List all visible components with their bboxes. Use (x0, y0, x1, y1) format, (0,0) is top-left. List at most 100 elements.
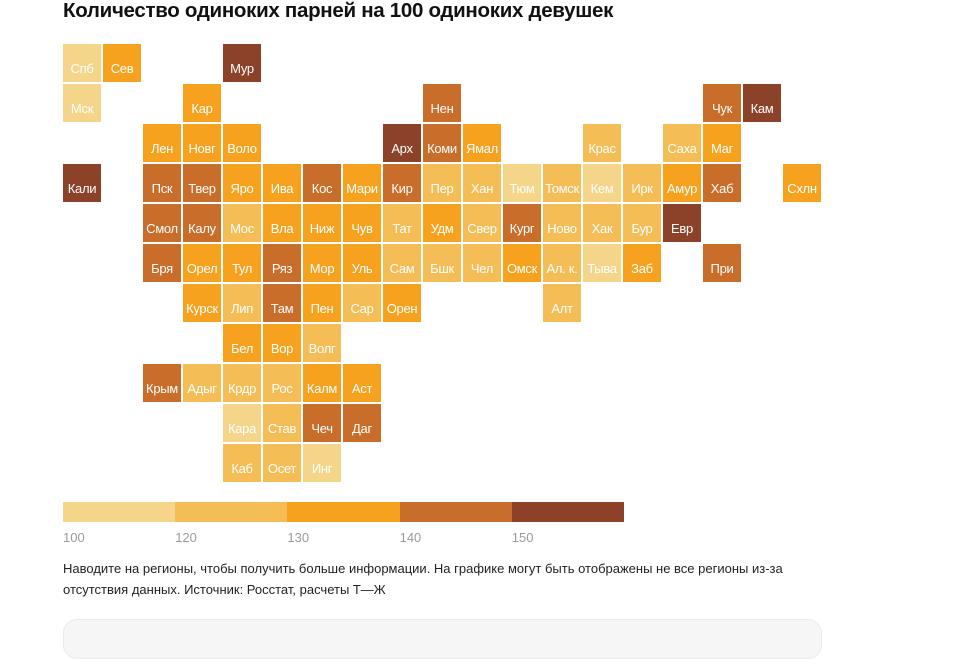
region-tile[interactable]: Чук (703, 84, 741, 122)
region-tile[interactable]: Кос (303, 164, 341, 202)
region-tile[interactable]: Орен (383, 284, 421, 322)
region-tile[interactable]: Волг (303, 324, 341, 362)
region-tile[interactable]: Хан (463, 164, 501, 202)
region-tile[interactable]: Кара (223, 404, 261, 442)
region-tile[interactable]: Чеч (303, 404, 341, 442)
region-tile[interactable]: Ниж (303, 204, 341, 242)
region-tile[interactable]: Сев (103, 44, 141, 82)
region-tile[interactable]: Саха (663, 124, 701, 162)
region-tile[interactable]: Бря (143, 244, 181, 282)
region-tile[interactable]: Заб (623, 244, 661, 282)
legend-segment (399, 502, 512, 522)
region-tile[interactable]: Сам (383, 244, 421, 282)
region-tile[interactable]: Нен (423, 84, 461, 122)
region-tile[interactable]: Крас (583, 124, 621, 162)
region-tile[interactable]: Крдр (223, 364, 261, 402)
region-tile[interactable]: Воло (223, 124, 261, 162)
region-tile[interactable]: Чел (463, 244, 501, 282)
region-tile[interactable]: Ямал (463, 124, 501, 162)
region-tile[interactable]: Калу (183, 204, 221, 242)
region-tile[interactable]: Там (263, 284, 301, 322)
legend-tick-label: 150 (511, 530, 534, 545)
legend-tick-label: 100 (63, 530, 85, 545)
region-tile[interactable]: Ново (543, 204, 581, 242)
region-tile[interactable]: Коми (423, 124, 461, 162)
region-tile[interactable]: Тюм (503, 164, 541, 202)
region-tile[interactable]: Амур (663, 164, 701, 202)
region-tile[interactable]: Бур (623, 204, 661, 242)
region-tile[interactable]: Вла (263, 204, 301, 242)
region-tile[interactable]: Кар (183, 84, 221, 122)
region-tile[interactable]: Орел (183, 244, 221, 282)
region-tile[interactable]: Арх (383, 124, 421, 162)
legend-tick-label: 140 (399, 530, 422, 545)
region-tile[interactable]: Вор (263, 324, 301, 362)
region-tile[interactable]: Мор (303, 244, 341, 282)
bottom-panel (63, 619, 822, 659)
region-tile[interactable]: Пен (303, 284, 341, 322)
region-tile[interactable]: Хаб (703, 164, 741, 202)
region-tile[interactable]: Лип (223, 284, 261, 322)
region-tile[interactable]: Адыг (183, 364, 221, 402)
chart-title: Количество одиноких парней на 100 одинок… (63, 0, 614, 22)
legend-segment (63, 502, 176, 522)
region-tile[interactable]: Тул (223, 244, 261, 282)
region-tile[interactable]: Даг (343, 404, 381, 442)
region-tile[interactable]: Новг (183, 124, 221, 162)
region-tile[interactable]: Кург (503, 204, 541, 242)
region-tile[interactable]: Мос (223, 204, 261, 242)
region-tile[interactable]: Пск (143, 164, 181, 202)
region-tile[interactable]: Мари (343, 164, 381, 202)
region-tile[interactable]: Крым (143, 364, 181, 402)
region-tile[interactable]: Мур (223, 44, 261, 82)
region-tile[interactable]: Свер (463, 204, 501, 242)
region-tile[interactable]: Мск (63, 84, 101, 122)
region-tile[interactable]: Пер (423, 164, 461, 202)
region-tile[interactable]: Бел (223, 324, 261, 362)
region-tile[interactable]: Ряз (263, 244, 301, 282)
color-legend (63, 502, 625, 522)
region-tile[interactable]: При (703, 244, 741, 282)
legend-segment (511, 502, 625, 522)
region-tile[interactable]: Курск (183, 284, 221, 322)
region-tile[interactable]: Инг (303, 444, 341, 482)
legend-tick-label: 120 (175, 530, 197, 545)
legend-segment (287, 502, 400, 522)
region-tile[interactable]: Томск (543, 164, 581, 202)
legend-segment (175, 502, 288, 522)
chart-note: Наводите на регионы, чтобы получить боль… (63, 561, 783, 597)
region-tile[interactable]: Ива (263, 164, 301, 202)
region-tile[interactable]: Тат (383, 204, 421, 242)
region-tile[interactable]: Спб (63, 44, 101, 82)
region-tile[interactable]: Ирк (623, 164, 661, 202)
region-tile[interactable]: Став (263, 404, 301, 442)
region-tile[interactable]: Кем (583, 164, 621, 202)
region-tile[interactable]: Твер (183, 164, 221, 202)
region-tile[interactable]: Чув (343, 204, 381, 242)
region-tile[interactable]: Уль (343, 244, 381, 282)
region-tile[interactable]: Кир (383, 164, 421, 202)
region-tile[interactable]: Евр (663, 204, 701, 242)
region-tile[interactable]: Рос (263, 364, 301, 402)
tile-grid-map: Спб Сев Мур Мск Кар Нен Чук Кам Лен Новг Воло Арх Ко… (63, 44, 821, 482)
region-tile[interactable]: Смол (143, 204, 181, 242)
region-tile[interactable]: Кали (63, 164, 101, 202)
region-tile[interactable]: Схлн (783, 164, 821, 202)
region-tile[interactable]: Аст (343, 364, 381, 402)
region-tile[interactable]: Каб (223, 444, 261, 482)
region-tile[interactable]: Ал. к. (543, 244, 581, 282)
region-tile[interactable]: Сар (343, 284, 381, 322)
region-tile[interactable]: Тыва (583, 244, 621, 282)
region-tile[interactable]: Омск (503, 244, 541, 282)
region-tile[interactable]: Бшк (423, 244, 461, 282)
region-tile[interactable]: Лен (143, 124, 181, 162)
region-tile[interactable]: Хак (583, 204, 621, 242)
region-tile[interactable]: Кам (743, 84, 781, 122)
region-tile[interactable]: Яро (223, 164, 261, 202)
region-tile[interactable]: Маг (703, 124, 741, 162)
region-tile[interactable]: Алт (543, 284, 581, 322)
region-tile[interactable]: Калм (303, 364, 341, 402)
legend-tick-label: 130 (287, 530, 310, 545)
region-tile[interactable]: Осет (263, 444, 301, 482)
region-tile[interactable]: Удм (423, 204, 461, 242)
